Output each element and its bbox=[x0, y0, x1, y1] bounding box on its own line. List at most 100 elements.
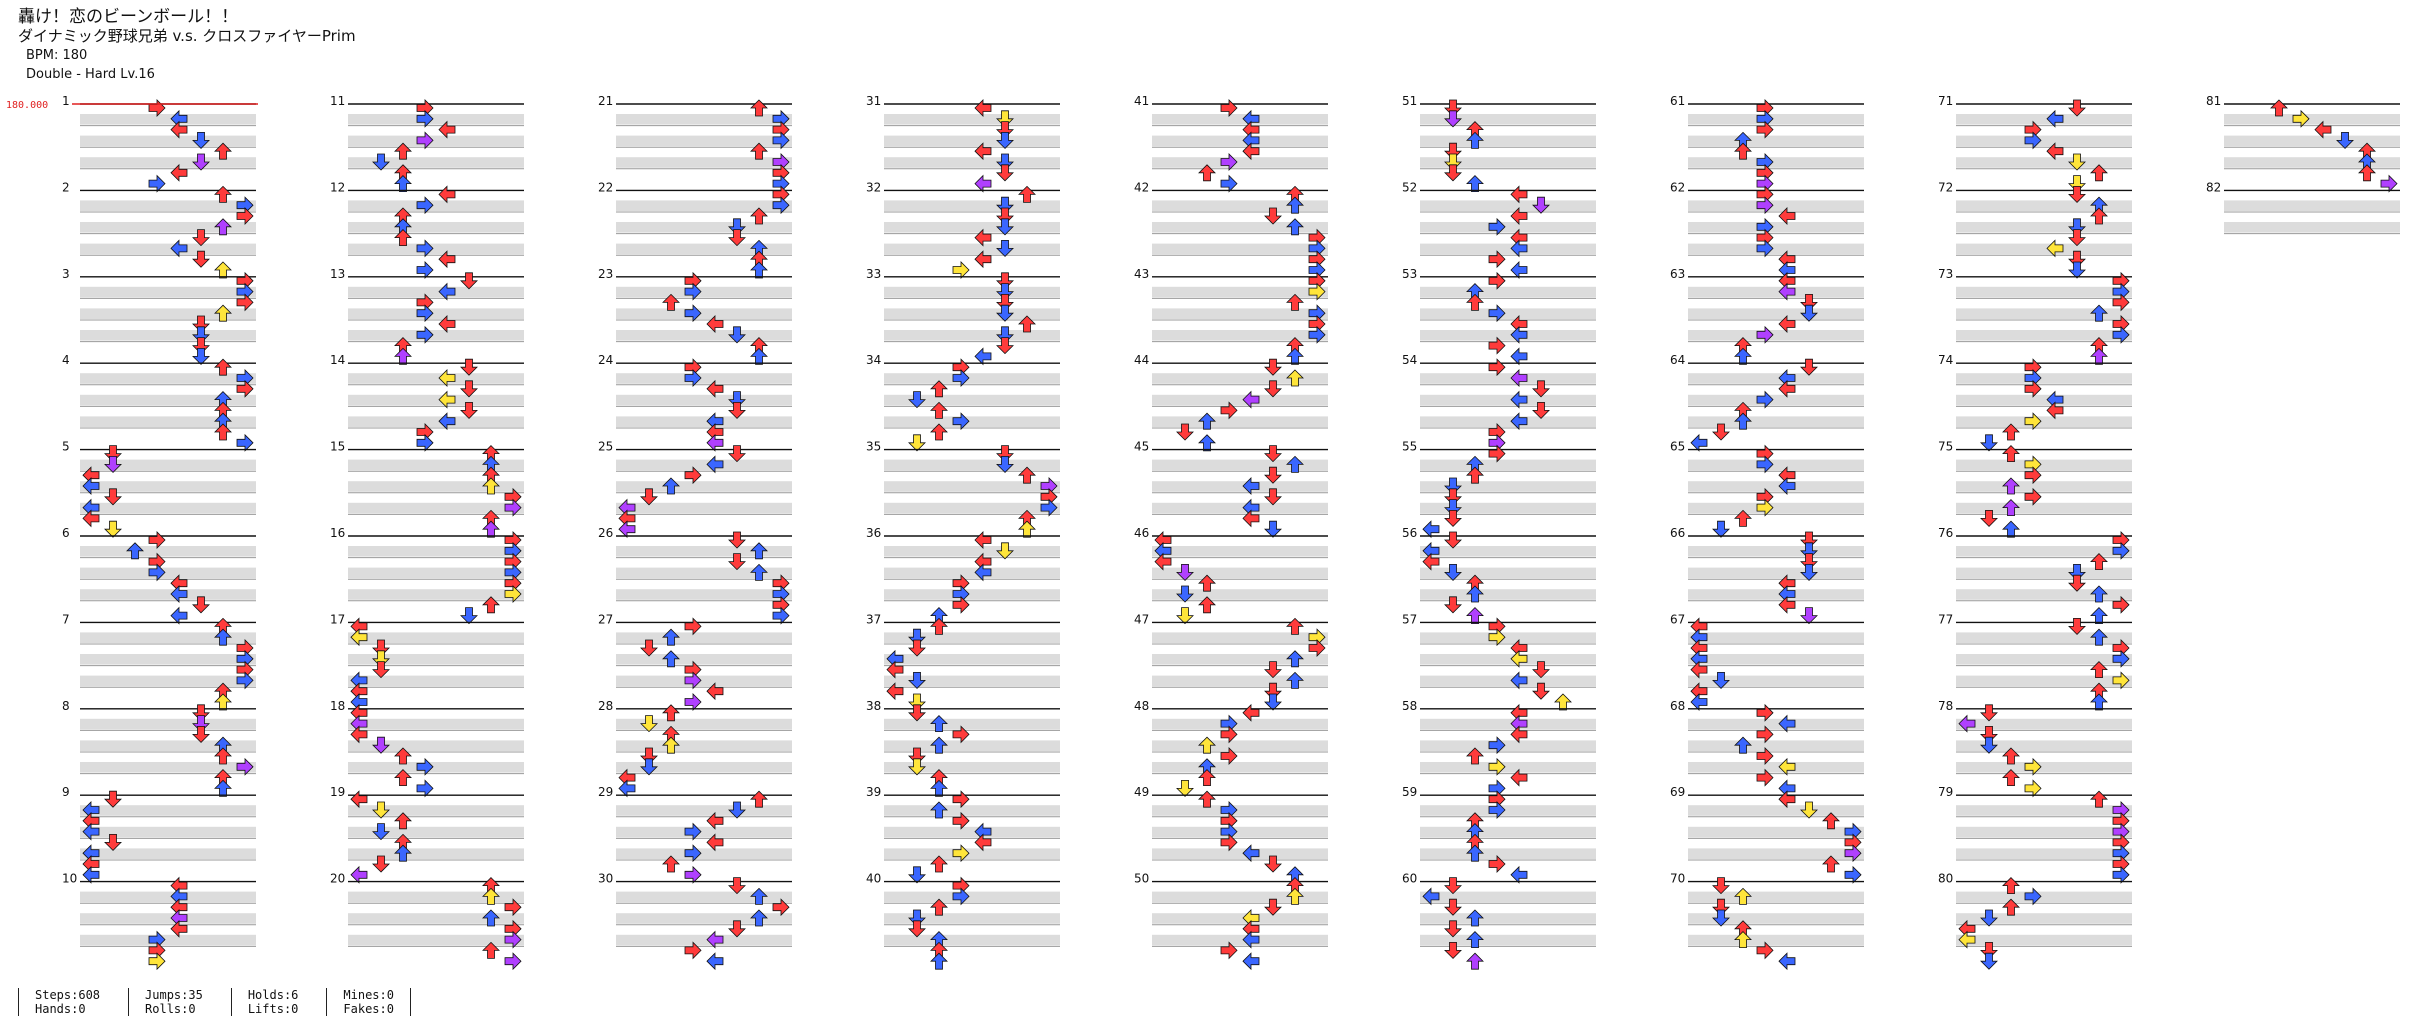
step-arrow bbox=[1242, 952, 1260, 971]
step-arrow bbox=[662, 650, 680, 668]
measure-number: 4 bbox=[62, 353, 70, 367]
measure-band bbox=[1956, 394, 2132, 406]
measure-band bbox=[1420, 114, 1596, 125]
step-arrow bbox=[952, 790, 970, 809]
step-arrow bbox=[1198, 769, 1216, 786]
measure-number: 51 bbox=[1402, 94, 1417, 108]
step-arrow bbox=[750, 563, 768, 581]
step-arrow bbox=[1444, 164, 1462, 182]
step-arrow bbox=[2336, 131, 2354, 149]
step-arrow bbox=[706, 833, 724, 852]
step-arrow bbox=[662, 704, 680, 722]
step-arrow bbox=[974, 563, 992, 582]
step-arrow bbox=[1778, 207, 1796, 225]
step-arrow bbox=[2068, 218, 2086, 236]
measure-number: 76 bbox=[1938, 526, 1953, 540]
step-arrow bbox=[1800, 358, 1818, 376]
step-arrow bbox=[148, 531, 166, 549]
step-arrow bbox=[706, 952, 724, 971]
step-arrow bbox=[2090, 585, 2108, 603]
measure-number: 7 bbox=[62, 612, 70, 626]
step-arrow bbox=[214, 185, 232, 203]
step-arrow bbox=[1532, 401, 1550, 419]
step-arrow bbox=[2002, 477, 2020, 495]
measure-band bbox=[1956, 546, 2132, 557]
measure-number: 37 bbox=[866, 612, 881, 626]
step-arrow bbox=[214, 142, 232, 160]
step-arrow bbox=[974, 531, 992, 549]
step-arrow bbox=[416, 261, 434, 279]
step-arrow bbox=[372, 153, 390, 171]
step-arrow bbox=[170, 163, 188, 182]
measure-band bbox=[1956, 934, 2132, 946]
step-arrow bbox=[394, 812, 412, 830]
step-arrow bbox=[772, 606, 790, 625]
step-arrow bbox=[1734, 736, 1752, 754]
step-arrow bbox=[1712, 909, 1730, 927]
step-arrow bbox=[974, 142, 992, 161]
measure-band bbox=[1420, 762, 1596, 773]
step-arrow bbox=[394, 229, 412, 247]
step-arrow bbox=[460, 401, 478, 419]
measure-number: 54 bbox=[1402, 353, 1417, 367]
step-arrow bbox=[640, 758, 658, 776]
step-arrow bbox=[2002, 898, 2020, 916]
measure-band bbox=[1420, 567, 1596, 579]
measure-number: 63 bbox=[1670, 267, 1685, 281]
step-arrow bbox=[170, 585, 188, 603]
mines-count: Mines:0 bbox=[343, 988, 394, 1002]
measure-number: 12 bbox=[330, 180, 345, 194]
step-arrow bbox=[214, 304, 232, 322]
step-arrow bbox=[1444, 110, 1462, 128]
step-arrow bbox=[952, 887, 970, 906]
step-arrow bbox=[1242, 477, 1260, 495]
stats-column: Steps:608 Hands:0 bbox=[18, 988, 128, 1016]
step-arrow bbox=[214, 747, 232, 765]
step-arrow bbox=[2112, 671, 2130, 690]
measure-number: 14 bbox=[330, 353, 345, 367]
step-arrow bbox=[1510, 725, 1528, 744]
measure-band bbox=[1956, 459, 2132, 471]
step-arrow bbox=[930, 952, 948, 970]
step-arrow bbox=[996, 304, 1014, 322]
measure-band bbox=[1688, 243, 1864, 255]
step-arrow bbox=[1488, 271, 1506, 290]
measure-band bbox=[884, 308, 1060, 319]
step-arrow bbox=[618, 779, 636, 798]
step-arrow bbox=[750, 909, 768, 927]
step-arrow bbox=[2112, 595, 2130, 614]
measure-band bbox=[1688, 826, 1864, 838]
step-arrow bbox=[728, 801, 746, 819]
step-arrow bbox=[82, 477, 100, 495]
measure-band bbox=[1152, 589, 1328, 600]
step-arrow bbox=[1444, 564, 1462, 581]
step-arrow bbox=[728, 920, 746, 938]
step-arrow bbox=[236, 379, 254, 398]
step-arrow bbox=[1712, 877, 1730, 895]
step-arrow bbox=[1264, 855, 1282, 873]
step-arrow bbox=[750, 887, 768, 905]
measure-number: 47 bbox=[1134, 612, 1149, 626]
step-arrow bbox=[1488, 217, 1506, 236]
step-arrow bbox=[640, 715, 658, 733]
measure-number: 19 bbox=[330, 785, 345, 799]
measure-band bbox=[616, 157, 792, 168]
measure-number: 71 bbox=[1938, 94, 1953, 108]
measure-band bbox=[884, 762, 1060, 773]
measure-band bbox=[616, 481, 792, 492]
measure-band bbox=[616, 826, 792, 838]
measure-band bbox=[616, 546, 792, 557]
step-arrow bbox=[2068, 574, 2086, 592]
measure-band bbox=[1152, 459, 1328, 471]
measure-number: 53 bbox=[1402, 267, 1417, 281]
measure-band bbox=[884, 416, 1060, 427]
step-arrow bbox=[214, 779, 232, 797]
measure-band bbox=[1420, 373, 1596, 384]
step-arrow bbox=[416, 779, 434, 798]
step-arrow bbox=[1040, 498, 1058, 517]
step-arrow bbox=[1778, 714, 1796, 733]
step-arrow bbox=[482, 909, 500, 927]
measure-band bbox=[80, 589, 256, 600]
step-arrow bbox=[2068, 175, 2086, 193]
step-arrow bbox=[1532, 661, 1550, 679]
